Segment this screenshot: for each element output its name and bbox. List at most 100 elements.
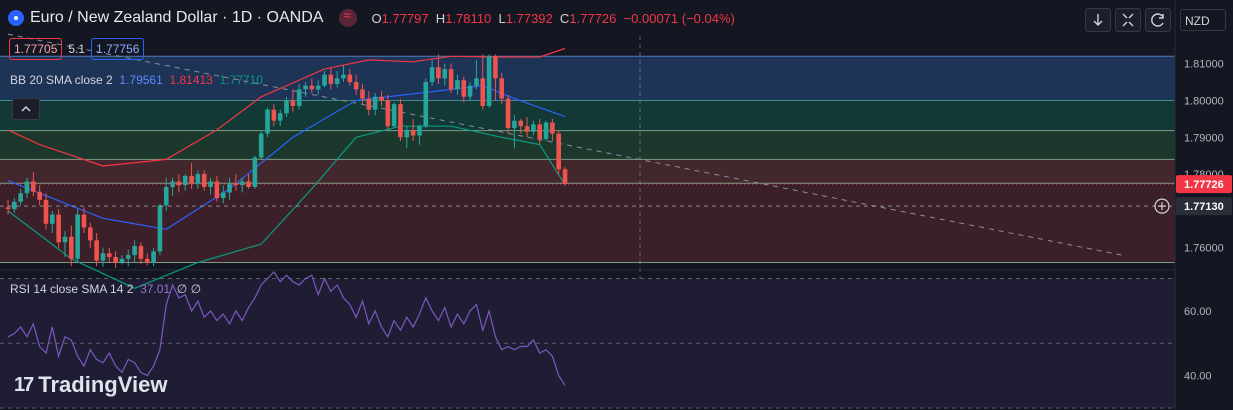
candle	[24, 177, 30, 199]
candle	[448, 63, 454, 94]
candle-body	[106, 253, 112, 257]
candle-body	[252, 157, 258, 187]
candle-body	[309, 85, 315, 90]
candle	[214, 175, 220, 202]
candle-body	[277, 113, 283, 121]
candle-body	[524, 126, 530, 132]
candle	[132, 240, 137, 263]
candle	[125, 249, 131, 267]
candle	[436, 54, 441, 84]
candle-body	[62, 236, 68, 243]
candle-body	[518, 120, 524, 127]
buy-button[interactable]: 1.77756	[91, 38, 145, 60]
candle-body	[151, 251, 156, 263]
ohlc-values: O1.77797 H1.78110 L1.77392 C1.77726 −0.0…	[371, 10, 735, 26]
crosshair-price-label: 1.77130	[1184, 201, 1224, 213]
candle	[31, 172, 36, 197]
candle	[43, 193, 49, 230]
candle	[493, 54, 498, 101]
candle-body	[163, 186, 169, 206]
candle-body	[398, 104, 403, 138]
currency-select[interactable]: NZD	[1180, 9, 1226, 31]
price-tick-label: 1.76000	[1184, 243, 1224, 255]
candle-body	[113, 256, 118, 263]
candle-body	[94, 240, 99, 261]
candle-body	[505, 98, 511, 129]
candle	[303, 82, 308, 97]
candle-body	[410, 129, 416, 136]
candle-body	[537, 124, 543, 140]
candle	[315, 80, 321, 95]
candle	[252, 155, 258, 189]
candle-body	[379, 96, 384, 101]
candle-body	[176, 181, 182, 186]
candle	[480, 54, 486, 110]
market-status-icon[interactable]	[339, 7, 358, 27]
candle	[233, 174, 239, 191]
candle	[271, 104, 277, 127]
candle-body	[543, 122, 549, 140]
refresh-icon	[1151, 13, 1164, 27]
candle	[113, 251, 118, 268]
candle	[220, 185, 226, 204]
price-tick-label: 1.79000	[1184, 132, 1224, 144]
candle	[265, 107, 270, 138]
candle-body	[290, 100, 296, 106]
candle	[277, 109, 283, 127]
sell-button[interactable]: 1.77705	[9, 38, 63, 60]
candle	[341, 65, 346, 83]
candle-body	[50, 214, 55, 224]
candle	[309, 78, 315, 94]
last-price-label: 1.77726	[1184, 179, 1224, 191]
candle-body	[322, 74, 327, 86]
candle	[18, 188, 23, 206]
candle	[5, 199, 11, 215]
arrow-down-icon	[1093, 14, 1103, 26]
symbol-title[interactable]: Euro / New Zealand Dollar · 1D · OANDA	[30, 9, 324, 26]
candle-body	[296, 89, 302, 106]
candle	[163, 177, 169, 211]
candle-body	[372, 96, 378, 110]
candle	[486, 54, 492, 108]
bb-basis-line	[7, 85, 566, 230]
candle	[12, 198, 17, 213]
tradingview-logo: 17 TradingView	[14, 372, 167, 398]
candle	[296, 83, 302, 110]
candle-body	[448, 69, 454, 90]
tradingview-logo-icon: 17	[14, 373, 34, 396]
refresh-button[interactable]	[1145, 8, 1171, 32]
bb-upper-line	[7, 47, 566, 167]
candle	[499, 72, 505, 105]
bb-upper-value: 1.81413	[169, 73, 213, 87]
candle-body	[100, 253, 106, 261]
collapse-legend-button[interactable]	[12, 98, 40, 120]
candle	[328, 67, 334, 90]
add-alert-icon	[1154, 198, 1170, 214]
candle	[56, 209, 61, 248]
rsi-extra: ∅ ∅	[176, 282, 202, 296]
candle-body	[43, 199, 49, 224]
candle	[62, 231, 68, 257]
last-price-badge	[1176, 175, 1232, 194]
collapse-button[interactable]	[1115, 8, 1141, 32]
candle-body	[182, 175, 188, 186]
candle	[467, 82, 473, 101]
crosshair: 1.77130	[0, 197, 1232, 216]
rsi-line	[7, 271, 566, 386]
zone-4	[0, 183, 1175, 263]
symbol-legend: Euro / New Zealand Dollar · 1D · OANDA O…	[8, 7, 735, 27]
candle	[284, 96, 289, 118]
candle-body	[480, 78, 486, 106]
candles	[0, 54, 1175, 268]
rsi-pane	[0, 269, 1175, 409]
rsi-legend[interactable]: RSI 14 close SMA 14 2 37.01 ∅ ∅	[10, 282, 201, 296]
candle	[138, 242, 144, 265]
candle-body	[442, 69, 448, 79]
candle-body	[423, 82, 429, 127]
candle-body	[12, 201, 17, 210]
arrow-down-button[interactable]	[1085, 8, 1111, 32]
bb-legend[interactable]: BB 20 SMA close 2 1.79561 1.81413 1.7771…	[10, 73, 263, 87]
candle	[50, 210, 55, 234]
price-tick-label: 1.80000	[1184, 95, 1224, 107]
